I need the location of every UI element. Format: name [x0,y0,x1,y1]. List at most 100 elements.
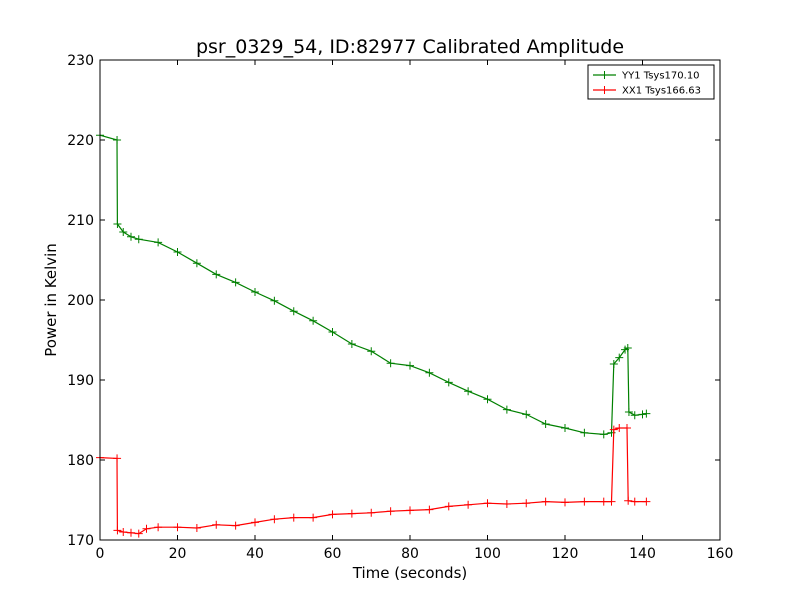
data-point [328,510,337,519]
data-point [347,340,356,348]
data-point [386,359,395,368]
data-point [192,259,201,268]
data-point [142,524,151,533]
y-tick-label: 200 [67,293,94,309]
data-point [630,497,639,506]
data-point [580,428,589,437]
data-point [425,505,434,514]
data-point [444,378,453,387]
data-point [599,497,608,506]
data-point [113,526,122,535]
data-point [367,508,376,517]
data-point [642,497,651,506]
y-tick-label: 180 [67,453,94,469]
data-point [464,387,473,396]
data-point [406,361,414,370]
y-tick-label: 220 [67,133,94,149]
data-point [270,515,279,524]
legend-marker [600,71,609,79]
data-point [231,278,240,287]
data-point [251,518,259,527]
data-point [309,513,318,522]
data-point [561,498,569,507]
data-point [522,410,531,419]
data-point [623,344,632,352]
data-point [367,347,376,356]
data-point [624,408,633,416]
x-tick-label: 60 [324,546,342,562]
legend: YY1 Tsys170.10 XX1 Tsys166.63 [587,64,715,100]
plot-area [96,131,651,538]
data-point [638,410,647,419]
x-tick-label: 0 [96,546,105,562]
y-tick-label: 170 [67,533,94,549]
data-point [541,420,550,428]
data-point [406,506,414,515]
data-point [615,424,624,432]
data-point [328,328,337,336]
x-tick-label: 140 [629,546,656,562]
data-point [483,395,492,404]
data-point [173,248,182,256]
data-point [289,513,298,522]
data-point [212,270,221,279]
data-point [630,411,639,420]
chart-title: psr_0329_54, ID:82977 Calibrated Amplitu… [196,36,624,58]
data-point [113,220,122,228]
data-point [134,529,143,538]
data-point [502,405,511,414]
data-point [502,500,511,508]
y-axis-label: Power in Kelvin [42,243,60,357]
data-point [192,524,201,532]
x-tick-label: 160 [707,546,734,562]
data-point [289,307,298,316]
y-tick-label: 190 [67,373,94,389]
legend-item-1: YY1 Tsys170.10 [593,71,700,82]
data-point [154,238,163,247]
axis-ticks: 0 20 40 60 80 100 120 140 160 170 180 190 200 210 220 2… [67,53,733,562]
data-point [134,235,143,244]
data-point [444,502,453,511]
data-point [127,528,135,537]
data-point [231,521,240,530]
data-point [127,232,135,241]
data-point [642,409,651,418]
legend-label: XX1 Tsys166.63 [622,86,701,97]
series-2 [96,424,651,538]
data-point [464,500,473,509]
series-1 [96,131,651,439]
legend-marker [600,86,609,94]
data-point [113,136,122,144]
data-point [624,496,633,505]
x-axis-label: Time (seconds) [352,564,468,582]
legend-item-2: XX1 Tsys166.63 [593,86,701,97]
legend-box [587,64,715,100]
data-point [615,353,624,362]
y-tick-label: 210 [67,213,94,229]
x-tick-label: 40 [246,546,264,562]
data-point [154,523,163,532]
data-point [599,430,608,439]
data-point [113,454,122,463]
data-point [270,296,279,305]
data-point [119,228,128,236]
data-point [522,499,531,508]
data-point [347,509,356,518]
x-tick-label: 120 [552,546,579,562]
data-point [609,360,618,368]
data-point [212,520,221,529]
data-point [386,507,395,516]
y-tick-label: 230 [67,53,94,69]
data-point [425,368,434,377]
data-point [119,528,128,536]
data-point [580,497,589,506]
data-point [483,499,492,508]
x-tick-label: 80 [401,546,419,562]
data-point [309,316,318,325]
x-tick-label: 100 [474,546,501,562]
data-point [561,424,569,432]
data-point [173,523,182,532]
data-point [607,497,616,506]
legend-label: YY1 Tsys170.10 [621,71,700,82]
